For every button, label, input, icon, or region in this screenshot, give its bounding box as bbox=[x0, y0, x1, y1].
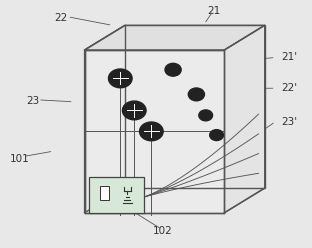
Circle shape bbox=[139, 122, 163, 141]
Circle shape bbox=[165, 63, 181, 76]
Polygon shape bbox=[85, 25, 125, 213]
Circle shape bbox=[210, 130, 223, 141]
Text: 21: 21 bbox=[207, 5, 220, 16]
Text: 22': 22' bbox=[281, 83, 298, 93]
Polygon shape bbox=[85, 25, 265, 50]
Polygon shape bbox=[224, 25, 265, 213]
Circle shape bbox=[122, 101, 146, 120]
Bar bbox=[89, 177, 144, 213]
Circle shape bbox=[188, 88, 204, 101]
Polygon shape bbox=[85, 50, 224, 213]
Circle shape bbox=[109, 69, 132, 88]
Text: 22: 22 bbox=[55, 13, 68, 23]
Text: 23: 23 bbox=[27, 95, 40, 106]
Text: 23': 23' bbox=[281, 117, 298, 126]
Bar bbox=[100, 186, 109, 200]
Text: 102: 102 bbox=[152, 226, 172, 236]
Text: 21': 21' bbox=[281, 52, 298, 62]
Circle shape bbox=[199, 110, 212, 121]
Text: 101: 101 bbox=[9, 154, 29, 163]
